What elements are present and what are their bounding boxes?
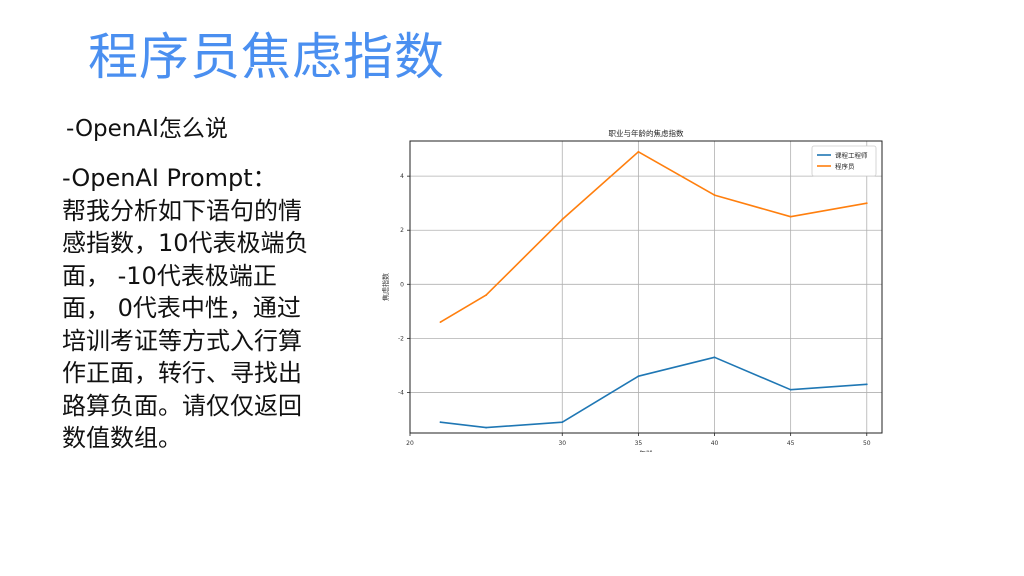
- data-point: [637, 150, 640, 153]
- data-point: [439, 421, 442, 424]
- data-point: [789, 388, 792, 391]
- slide-subtitle: -OpenAI怎么说: [66, 116, 228, 142]
- legend-label: 程序员: [835, 162, 855, 171]
- x-tick-label: 20: [406, 440, 414, 447]
- x-tick-label: 45: [787, 440, 795, 447]
- series-line: [440, 150, 867, 323]
- y-tick-label: 2: [400, 227, 404, 234]
- data-point: [485, 426, 488, 429]
- prompt-line: 路算负面。请仅仅返回: [62, 391, 302, 420]
- data-point: [485, 294, 488, 297]
- prompt-text: -OpenAI Prompt： 帮我分析如下语句的情 感指数，10代表极端负 面…: [62, 162, 334, 455]
- data-point: [713, 194, 716, 196]
- y-tick-label: -4: [398, 389, 404, 396]
- data-point: [713, 356, 716, 359]
- prompt-line: 帮我分析如下语句的情: [62, 196, 302, 225]
- y-tick-label: 4: [400, 173, 404, 180]
- y-axis-label: 焦虑指数: [381, 273, 390, 301]
- prompt-line: 作正面，转行、寻找出: [62, 359, 302, 387]
- data-point: [637, 375, 640, 378]
- prompt-line: 面， 0代表中性，通过: [62, 294, 301, 322]
- y-tick-label: -2: [398, 335, 404, 342]
- prompt-line: 培训考证等方式入行算: [62, 326, 302, 355]
- x-axis-label: 年龄: [639, 449, 653, 452]
- x-tick-label: 35: [635, 440, 643, 447]
- x-tick-label: 30: [558, 440, 566, 447]
- slide-title: 程序员焦虑指数: [88, 28, 445, 86]
- data-point: [865, 383, 868, 386]
- data-point: [561, 218, 564, 221]
- y-tick-label: 0: [400, 281, 404, 288]
- data-point: [439, 321, 442, 324]
- plot-frame: [409, 140, 883, 434]
- prompt-line: 数值数组。: [62, 424, 182, 452]
- data-point: [561, 421, 564, 424]
- chart-title: 职业与年龄的焦虑指数: [609, 128, 684, 138]
- prompt-line: 面， -10代表极端正: [62, 261, 277, 290]
- legend-box: [811, 145, 877, 177]
- x-tick-label: 40: [711, 440, 719, 447]
- prompt-line: 感指数，10代表极端负: [62, 229, 309, 257]
- x-tick-label: 50: [863, 440, 871, 447]
- legend-label: 课程工程师: [835, 151, 868, 160]
- data-point: [789, 215, 792, 218]
- prompt-line: -OpenAI Prompt：: [62, 164, 277, 192]
- data-point: [865, 202, 868, 205]
- anxiety-line-chart: 20 30 35 40 45 50 -4 -2 0 2 4 职业与年龄的焦虑指数年龄 焦虑指数 课程工程师…: [381, 128, 883, 452]
